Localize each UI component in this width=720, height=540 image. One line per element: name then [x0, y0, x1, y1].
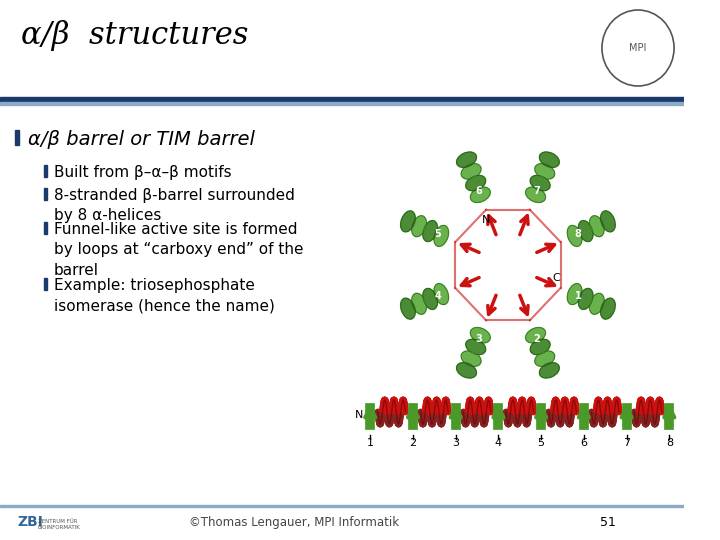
- Ellipse shape: [530, 176, 550, 191]
- Ellipse shape: [461, 164, 481, 179]
- Text: 8: 8: [575, 230, 582, 239]
- Text: ZENTRUM FÜR
BIOINFORMATIK: ZENTRUM FÜR BIOINFORMATIK: [38, 519, 81, 530]
- Text: 7: 7: [623, 438, 630, 448]
- Text: 5: 5: [538, 438, 544, 448]
- Ellipse shape: [470, 187, 490, 202]
- Text: 7: 7: [534, 186, 541, 196]
- Text: ZBI: ZBI: [17, 515, 43, 529]
- Ellipse shape: [567, 284, 582, 305]
- Ellipse shape: [461, 351, 481, 366]
- Text: Built from β–α–β motifs: Built from β–α–β motifs: [54, 165, 232, 180]
- Ellipse shape: [590, 293, 604, 314]
- Ellipse shape: [590, 215, 604, 237]
- Text: ©Thomas Lengauer, MPI Informatik: ©Thomas Lengauer, MPI Informatik: [189, 516, 400, 529]
- Ellipse shape: [578, 220, 593, 241]
- Ellipse shape: [400, 298, 415, 319]
- Text: 4: 4: [495, 438, 502, 448]
- Bar: [0, 102, 683, 105]
- Text: N: N: [355, 410, 363, 420]
- Text: 8: 8: [666, 438, 673, 448]
- Text: 2: 2: [410, 438, 417, 448]
- Text: 3: 3: [452, 438, 459, 448]
- Ellipse shape: [400, 211, 415, 232]
- Text: 4: 4: [434, 291, 441, 301]
- Ellipse shape: [466, 176, 486, 191]
- Bar: [44, 188, 47, 200]
- Ellipse shape: [567, 225, 582, 246]
- Ellipse shape: [412, 293, 426, 314]
- Ellipse shape: [578, 288, 593, 309]
- Ellipse shape: [423, 288, 438, 309]
- Ellipse shape: [539, 362, 559, 378]
- Ellipse shape: [412, 215, 426, 237]
- Text: 1: 1: [575, 291, 582, 301]
- Ellipse shape: [600, 298, 616, 319]
- Text: 6: 6: [475, 186, 482, 196]
- Ellipse shape: [434, 225, 449, 246]
- Ellipse shape: [535, 164, 554, 179]
- Bar: [44, 165, 47, 177]
- Ellipse shape: [526, 327, 546, 343]
- Ellipse shape: [470, 327, 490, 343]
- Ellipse shape: [535, 351, 554, 366]
- Ellipse shape: [466, 339, 486, 355]
- Ellipse shape: [526, 187, 546, 202]
- Bar: [15, 130, 19, 145]
- Text: Example: triosephosphate
isomerase (hence the name): Example: triosephosphate isomerase (henc…: [54, 278, 275, 313]
- Text: 5: 5: [434, 230, 441, 239]
- Text: Funnel-like active site is formed
by loops at “carboxy end” of the
barrel: Funnel-like active site is formed by loo…: [54, 222, 304, 278]
- Ellipse shape: [456, 152, 477, 167]
- Text: 2: 2: [534, 334, 541, 344]
- Text: 8-stranded β-barrel surrounded
by 8 α-helices: 8-stranded β-barrel surrounded by 8 α-he…: [54, 188, 295, 224]
- Bar: [0, 505, 683, 507]
- Text: α/β  structures: α/β structures: [21, 20, 248, 51]
- Text: C: C: [553, 273, 561, 283]
- Ellipse shape: [456, 362, 477, 378]
- Ellipse shape: [434, 284, 449, 305]
- Text: 51: 51: [600, 516, 616, 529]
- Ellipse shape: [539, 152, 559, 167]
- Ellipse shape: [423, 220, 438, 241]
- Text: 1: 1: [366, 438, 374, 448]
- Bar: [44, 278, 47, 290]
- Bar: [44, 222, 47, 234]
- Bar: [0, 97, 683, 102]
- Text: N: N: [482, 215, 490, 225]
- Text: MPI: MPI: [629, 43, 647, 53]
- Text: α/β barrel or TIM barrel: α/β barrel or TIM barrel: [29, 130, 256, 149]
- Text: 6: 6: [580, 438, 588, 448]
- Ellipse shape: [530, 339, 550, 355]
- Text: 3: 3: [475, 334, 482, 344]
- Ellipse shape: [600, 211, 616, 232]
